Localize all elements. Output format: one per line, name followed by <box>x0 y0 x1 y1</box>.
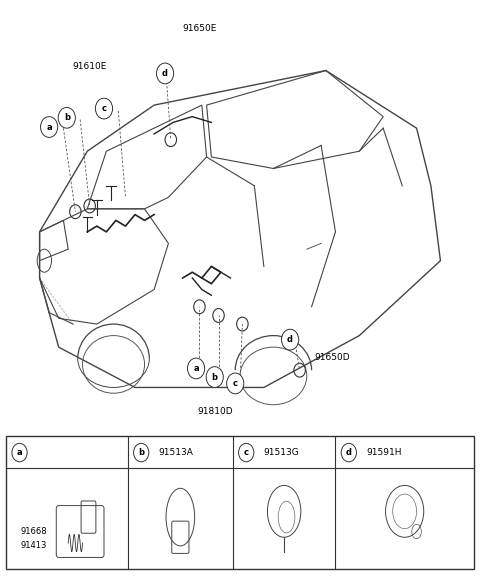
Bar <box>6 437 474 569</box>
Text: a: a <box>46 123 52 131</box>
Circle shape <box>156 63 174 84</box>
Text: 91513A: 91513A <box>159 448 194 457</box>
Text: 91810D: 91810D <box>197 407 233 416</box>
Text: 91610E: 91610E <box>72 61 107 71</box>
Text: b: b <box>64 113 70 122</box>
Circle shape <box>133 444 149 462</box>
Text: a: a <box>193 364 199 373</box>
Circle shape <box>58 108 75 128</box>
Circle shape <box>206 367 223 387</box>
Text: c: c <box>101 104 107 113</box>
Text: 91513G: 91513G <box>264 448 300 457</box>
Text: b: b <box>212 372 218 382</box>
Circle shape <box>281 329 299 350</box>
Text: d: d <box>287 335 293 344</box>
Text: d: d <box>346 448 352 457</box>
Circle shape <box>227 373 244 394</box>
Text: 91413: 91413 <box>21 541 47 551</box>
Text: b: b <box>138 448 144 457</box>
Text: 91650D: 91650D <box>314 353 349 362</box>
Text: 91668: 91668 <box>21 527 47 536</box>
Circle shape <box>96 98 113 119</box>
Text: c: c <box>244 448 249 457</box>
Circle shape <box>188 358 204 379</box>
Circle shape <box>12 444 27 462</box>
Text: a: a <box>17 448 23 457</box>
Text: c: c <box>233 379 238 388</box>
Text: d: d <box>162 69 168 78</box>
Circle shape <box>239 444 254 462</box>
Text: 91650E: 91650E <box>182 24 216 33</box>
Text: 91591H: 91591H <box>366 448 402 457</box>
Circle shape <box>40 116 58 137</box>
Circle shape <box>341 444 357 462</box>
